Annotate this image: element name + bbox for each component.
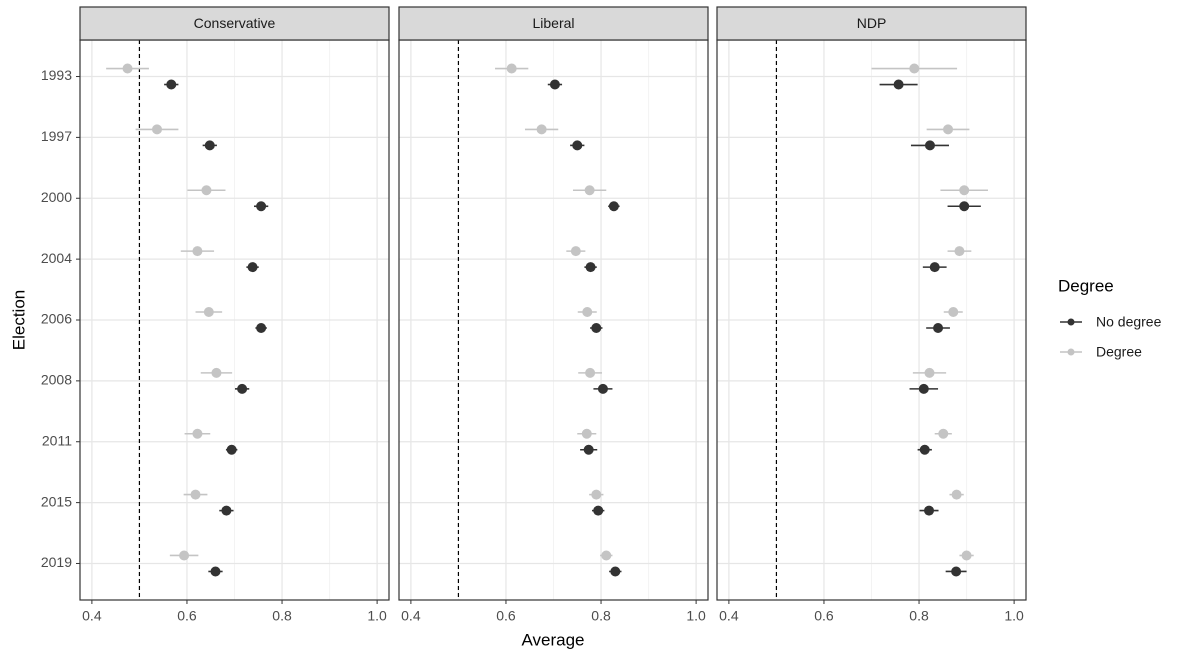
point <box>256 323 267 333</box>
point <box>572 140 583 151</box>
point <box>591 489 602 500</box>
point <box>237 383 248 394</box>
point <box>570 246 581 257</box>
point <box>924 140 935 151</box>
point <box>597 383 608 394</box>
point <box>536 124 547 135</box>
point <box>909 63 920 74</box>
point <box>591 323 602 333</box>
point <box>954 246 965 257</box>
point <box>247 262 258 273</box>
x-tick-label: 0.4 <box>82 608 102 624</box>
strip-label: NDP <box>857 15 887 31</box>
y-tick-label: 1997 <box>41 128 72 144</box>
x-tick-label: 0.8 <box>591 608 611 624</box>
x-tick-label: 0.8 <box>272 608 292 624</box>
x-tick-label: 1.0 <box>367 608 387 624</box>
point <box>924 505 935 516</box>
point <box>190 489 201 500</box>
x-tick-label: 0.8 <box>909 608 929 624</box>
point <box>961 550 972 561</box>
y-tick-label: 2011 <box>42 432 72 448</box>
y-tick-label: 2015 <box>41 493 72 509</box>
point <box>166 79 177 90</box>
y-tick-label: 2019 <box>41 554 72 570</box>
point <box>918 383 929 394</box>
x-tick-label: 1.0 <box>1004 608 1024 624</box>
point <box>192 246 203 257</box>
x-tick-label: 0.4 <box>401 608 421 624</box>
point <box>610 566 621 577</box>
point <box>122 63 133 74</box>
x-tick-label: 0.4 <box>719 608 739 624</box>
point <box>506 63 517 74</box>
point <box>959 185 970 196</box>
strip-label: Conservative <box>194 15 276 31</box>
point <box>583 444 594 455</box>
point <box>919 444 930 455</box>
strip <box>398 6 709 41</box>
x-axis-label: Average <box>521 630 584 649</box>
point <box>221 505 232 516</box>
y-tick-label: 2008 <box>41 372 72 388</box>
point <box>192 428 203 439</box>
x-tick-label: 0.6 <box>496 608 516 624</box>
point <box>210 566 221 577</box>
y-axis-label: Election <box>9 290 28 350</box>
point <box>593 505 604 516</box>
strip <box>79 6 390 41</box>
point <box>959 201 970 212</box>
y-tick-label: 2004 <box>41 250 72 266</box>
strip <box>716 6 1027 41</box>
point <box>951 489 962 500</box>
legend-label: Degree <box>1096 344 1142 360</box>
strip-label: Liberal <box>532 15 574 31</box>
point <box>584 185 595 196</box>
point <box>933 323 944 333</box>
y-tick-label: 2000 <box>41 189 72 205</box>
legend-key-point <box>1067 318 1075 326</box>
point <box>256 201 267 212</box>
point <box>929 262 940 273</box>
point <box>948 307 959 317</box>
point <box>924 367 935 378</box>
point <box>938 428 949 439</box>
x-tick-label: 0.6 <box>814 608 834 624</box>
point <box>582 307 593 317</box>
point <box>203 307 214 317</box>
point <box>893 79 904 90</box>
point <box>211 367 222 378</box>
point <box>204 140 215 151</box>
point <box>608 201 619 212</box>
point <box>585 262 596 273</box>
point <box>943 124 954 135</box>
point <box>549 79 560 90</box>
y-tick-label: 1993 <box>41 67 72 83</box>
x-tick-label: 1.0 <box>686 608 706 624</box>
legend-key-point <box>1067 348 1075 356</box>
point <box>226 444 237 455</box>
y-tick-label: 2006 <box>41 311 72 327</box>
legend-label: No degree <box>1096 314 1162 330</box>
point <box>152 124 163 135</box>
legend-title: Degree <box>1058 276 1114 295</box>
point <box>201 185 212 196</box>
point <box>179 550 190 561</box>
point <box>951 566 962 577</box>
point <box>585 367 596 378</box>
x-tick-label: 0.6 <box>177 608 197 624</box>
point <box>581 428 592 439</box>
point <box>601 550 612 561</box>
